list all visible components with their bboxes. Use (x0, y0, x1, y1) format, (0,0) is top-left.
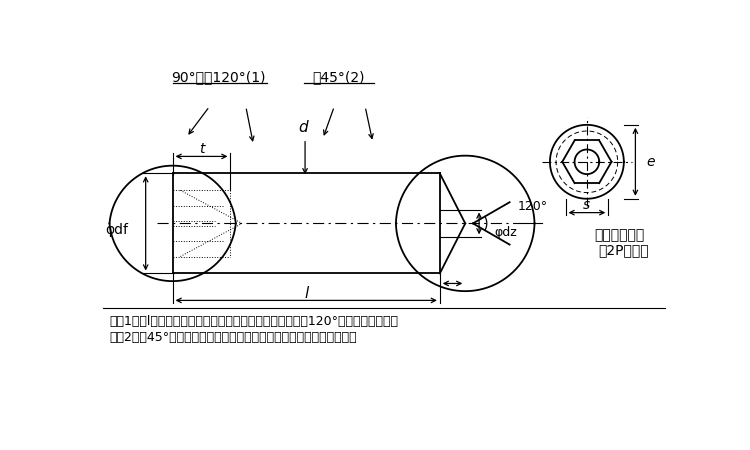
Text: 不完全ねじ部: 不完全ねじ部 (595, 228, 645, 242)
Text: 約45°(2): 約45°(2) (312, 70, 364, 84)
Text: d: d (298, 120, 308, 135)
Text: 注（1）　lが下の表に示す階段状の点線より短いものは、120°の面取りとする。: 注（1） lが下の表に示す階段状の点線より短いものは、120°の面取りとする。 (110, 315, 398, 328)
Text: φdf: φdf (106, 223, 129, 237)
Text: （2）　45°の角度は、おねじの谷の径より下の傾斜部に適用する。: （2） 45°の角度は、おねじの谷の径より下の傾斜部に適用する。 (110, 331, 357, 344)
Text: e: e (646, 155, 655, 169)
Text: t: t (200, 142, 205, 156)
Text: 120°: 120° (518, 200, 548, 213)
Text: s: s (584, 198, 590, 212)
Text: （2P以下）: （2P以下） (598, 243, 649, 257)
Text: φdz: φdz (494, 226, 517, 239)
Text: 90°又は120°(1): 90°又は120°(1) (172, 70, 266, 84)
Text: l: l (304, 286, 308, 301)
